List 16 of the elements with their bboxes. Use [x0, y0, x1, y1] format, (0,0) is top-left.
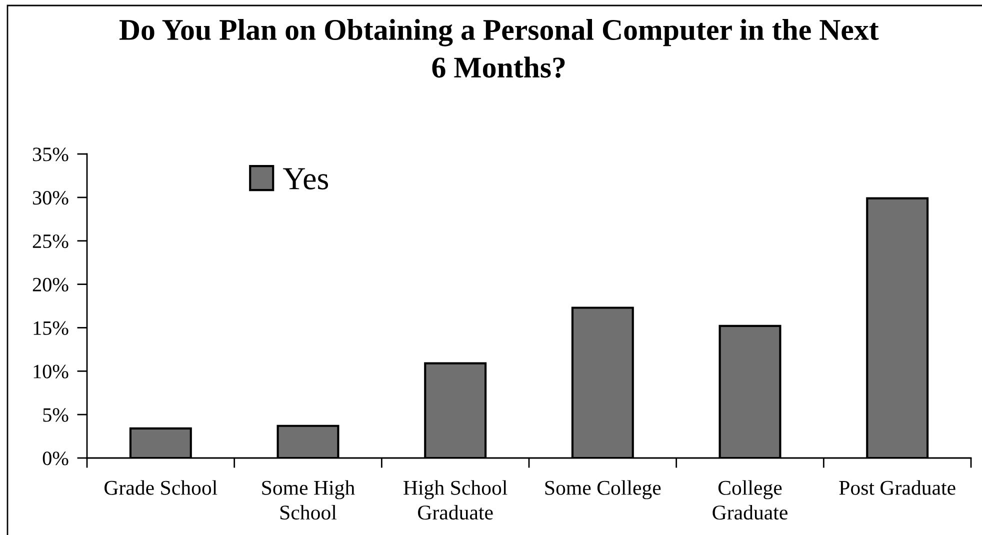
y-tick-label: 30%: [32, 191, 68, 205]
y-tick-label: 20%: [32, 278, 68, 292]
y-tick-label: 35%: [32, 148, 68, 162]
y-tick-label: 15%: [34, 321, 68, 335]
y-tick-label: 5%: [43, 408, 68, 422]
legend-label: Yes: [283, 168, 328, 190]
x-tick-label: Post Graduate: [839, 480, 956, 495]
x-tick-label: High School Graduate: [404, 480, 508, 520]
y-tick-label: 10%: [34, 364, 68, 378]
x-tick-label: Some High School: [262, 480, 355, 520]
chart-title: Do You Plan on Obtaining a Personal Computer in the Next 6 Months?: [119, 19, 879, 78]
y-tick-label: 25%: [32, 234, 68, 248]
x-tick-label: College Graduate: [712, 480, 788, 520]
y-tick-label: 0%: [42, 452, 68, 466]
x-tick-label: Grade School: [104, 480, 218, 495]
x-tick-label: Some College: [545, 480, 661, 500]
